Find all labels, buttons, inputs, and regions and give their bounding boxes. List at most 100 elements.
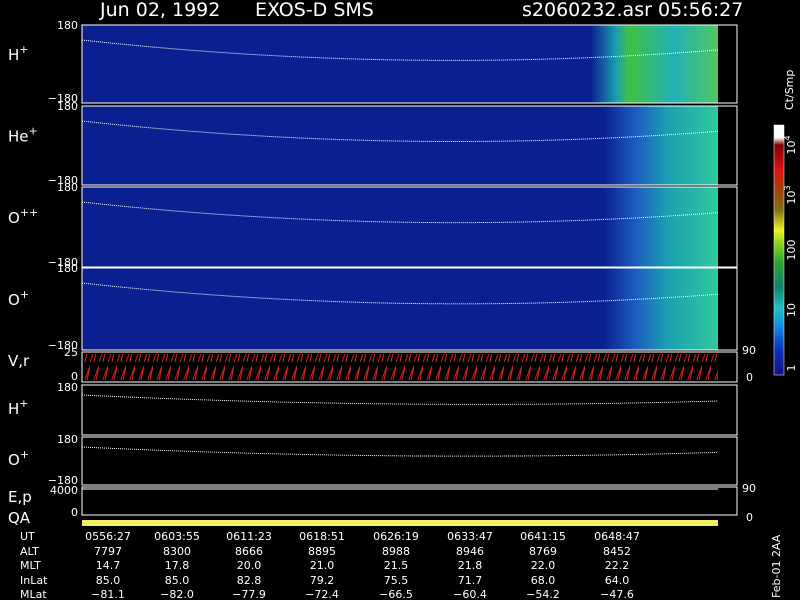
spectrogram <box>82 187 718 267</box>
colorbar <box>773 124 785 376</box>
cell: 75.5 <box>384 574 409 587</box>
cell: 0603:55 <box>154 530 200 543</box>
frame <box>81 24 738 104</box>
panel-label: H+ <box>8 43 29 64</box>
row-label: UT <box>20 530 35 543</box>
label-sup: 4 <box>783 135 792 140</box>
row-label: InLat <box>20 574 48 587</box>
tick-label: 25 <box>64 346 78 359</box>
label-base: 10 <box>785 141 798 155</box>
label-base: He <box>8 128 29 146</box>
cell: 8452 <box>603 545 631 558</box>
tick-label: 180 <box>57 262 78 275</box>
cell: 21.0 <box>310 559 335 572</box>
panel-label: QA <box>8 509 31 527</box>
colorbar-label: 104 <box>783 135 798 154</box>
cell: 14.7 <box>96 559 121 572</box>
panel-label: E,p <box>8 488 32 506</box>
cell: 0648:47 <box>594 530 640 543</box>
tick-label: −180 <box>48 474 78 487</box>
colorbar-label: 100 <box>785 240 798 261</box>
tick-label: 180 <box>57 19 78 32</box>
label-base: O <box>8 209 20 227</box>
frame <box>81 186 738 268</box>
label-sup: + <box>20 448 29 461</box>
label-base: E,p <box>8 488 32 506</box>
header-text: 05:56:27 <box>658 0 743 21</box>
label-base: O <box>8 451 20 469</box>
cell: 82.8 <box>237 574 262 587</box>
tick-label: −180 <box>48 339 78 352</box>
panel-label: O++ <box>8 206 38 227</box>
trace <box>81 120 719 143</box>
colorbar-unit: Ct/Smp <box>783 70 796 110</box>
label-base: QA <box>8 509 31 527</box>
trace <box>81 39 719 61</box>
cell: 0626:19 <box>373 530 419 543</box>
velocity <box>84 354 718 380</box>
cell: 17.8 <box>165 559 190 572</box>
label-sup: ++ <box>20 206 38 219</box>
label-base: V,r <box>8 352 30 370</box>
trace <box>81 394 719 405</box>
cell: 79.2 <box>310 574 335 587</box>
cell: 8895 <box>308 545 336 558</box>
panel-label: O+ <box>8 448 29 469</box>
row-label: MLat <box>20 588 47 600</box>
row-label: MLT <box>20 559 41 572</box>
tick-label: 4000 <box>50 484 78 497</box>
label-base: O <box>8 291 20 309</box>
cell: 8988 <box>382 545 410 558</box>
label-base: 10 <box>785 303 798 317</box>
cell: −54.2 <box>526 588 560 600</box>
header-text: EXOS-D SMS <box>255 0 374 21</box>
colorbar-label: 103 <box>783 185 798 204</box>
footer: Feb-01 2AA <box>770 534 783 598</box>
panel-label: H+ <box>8 397 29 418</box>
cell: −66.5 <box>379 588 413 600</box>
cell: 0641:15 <box>520 530 566 543</box>
cell: 0633:47 <box>447 530 493 543</box>
tick-label: 0 <box>746 371 753 384</box>
cell: 8769 <box>529 545 557 558</box>
header-text: Jun 02, 1992 <box>99 0 220 21</box>
panel-label: O+ <box>8 288 29 309</box>
label-sup: + <box>29 125 38 138</box>
row-label: ALT <box>20 545 39 558</box>
cell: 8300 <box>163 545 191 558</box>
cell: 22.2 <box>605 559 630 572</box>
trace <box>81 446 719 457</box>
cell: −77.9 <box>232 588 266 600</box>
label-base: 1 <box>785 365 798 372</box>
tick-label: 180 <box>57 433 78 446</box>
colorbar-label: 1 <box>785 365 798 372</box>
spectrogram <box>82 106 718 185</box>
cell: 20.0 <box>237 559 262 572</box>
frame <box>81 384 738 436</box>
cell: 21.5 <box>384 559 409 572</box>
cell: −72.4 <box>305 588 339 600</box>
frame <box>81 436 738 486</box>
spectrogram <box>82 268 718 350</box>
panel-label: V,r <box>8 352 30 370</box>
trace <box>81 282 719 305</box>
frame <box>81 486 738 516</box>
tick-label: 0 <box>746 511 753 524</box>
cell: 0611:23 <box>226 530 272 543</box>
cell: 0556:27 <box>85 530 131 543</box>
cell: −81.1 <box>91 588 125 600</box>
cell: 7797 <box>94 545 122 558</box>
cell: 85.0 <box>165 574 190 587</box>
tick-label: −180 <box>48 174 78 187</box>
colorbar-label: 10 <box>785 303 798 317</box>
tick-label: −180 <box>48 256 78 269</box>
label-base: 10 <box>785 191 798 205</box>
cell: 22.0 <box>531 559 556 572</box>
cell: 8946 <box>456 545 484 558</box>
frame <box>81 105 738 186</box>
cell: −82.0 <box>160 588 194 600</box>
cell: −47.6 <box>600 588 634 600</box>
cell: 68.0 <box>531 574 556 587</box>
cell: 71.7 <box>458 574 483 587</box>
